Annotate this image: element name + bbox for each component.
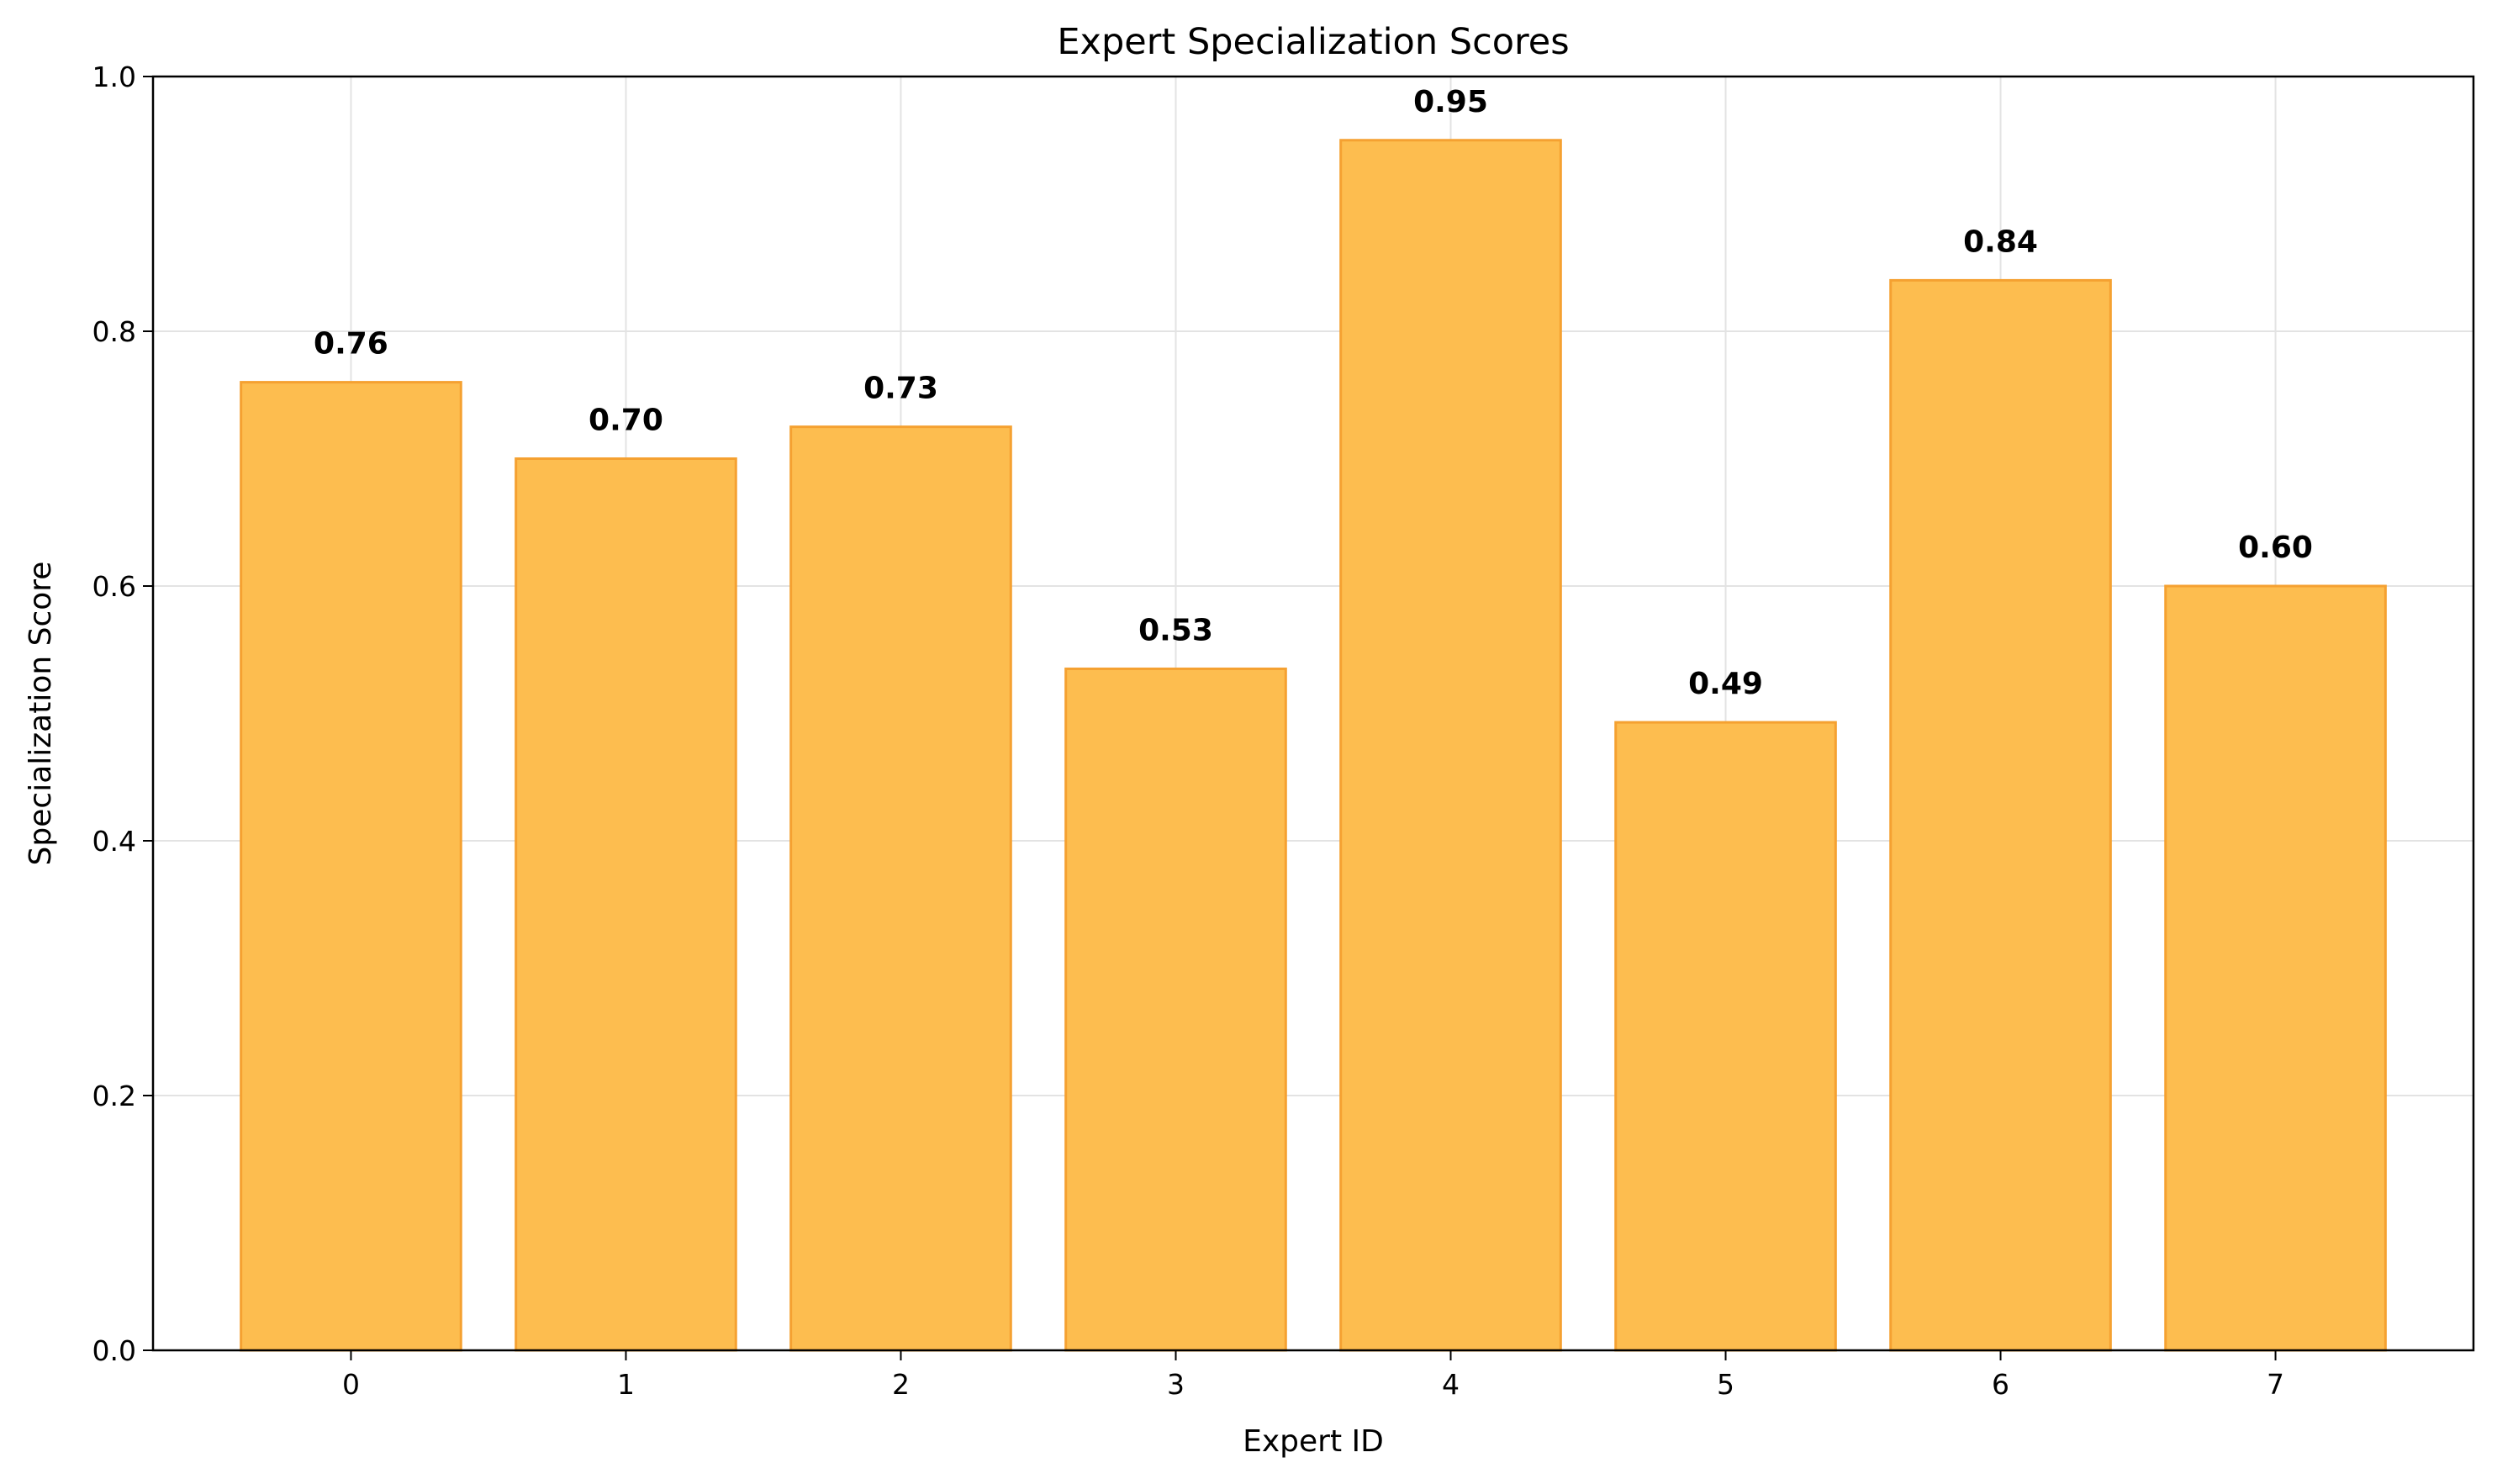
bar-value-label: 0.49 [1688, 667, 1763, 701]
data-labels: 0.76 0.70 0.73 0.53 0.95 0.49 0.84 0.60 [314, 85, 2313, 701]
bars [240, 139, 2387, 1352]
bar-expert-3 [1064, 667, 1287, 1352]
grid [153, 76, 2473, 1351]
x-tick-label: 4 [1442, 1368, 1460, 1401]
y-axis-label: Specialization Score [24, 562, 58, 866]
bar-value-label: 0.70 [589, 404, 663, 438]
x-axis-label: Expert ID [1243, 1424, 1384, 1459]
x-tick-label: 5 [1717, 1368, 1734, 1401]
bar-expert-2 [789, 425, 1012, 1352]
x-tick-label: 1 [617, 1368, 635, 1401]
bar-expert-5 [1614, 721, 1837, 1352]
bar-value-label: 0.76 [314, 327, 388, 362]
plot-frame [151, 75, 2475, 1352]
x-tick-label: 6 [1992, 1368, 2009, 1401]
bar-expert-1 [515, 457, 737, 1352]
bar-value-label: 0.95 [1413, 85, 1488, 119]
bar-value-label: 0.73 [863, 372, 938, 406]
bar-expert-6 [1889, 278, 2112, 1352]
bar-expert-0 [240, 381, 462, 1352]
y-tick-label: 0.0 [92, 1334, 136, 1367]
x-tick-label: 0 [342, 1368, 360, 1401]
y-tick-label: 0.4 [92, 825, 136, 858]
y-tick-label: 1.0 [92, 61, 136, 93]
ticks: 0.0 0.2 0.4 0.6 0.8 1.0 0 1 2 3 4 5 6 7 [92, 61, 2285, 1401]
bar-value-label: 0.53 [1138, 613, 1213, 647]
y-tick-label: 0.2 [92, 1080, 136, 1112]
y-tick-label: 0.8 [92, 315, 136, 348]
bar-value-label: 0.60 [2238, 531, 2313, 565]
x-tick-label: 2 [892, 1368, 910, 1401]
bar-value-label: 0.84 [1963, 224, 2038, 259]
bar-expert-7 [2164, 584, 2387, 1352]
chart-title: Expert Specialization Scores [1057, 21, 1569, 63]
x-tick-label: 7 [2267, 1368, 2284, 1401]
y-tick-label: 0.6 [92, 570, 136, 603]
bar-expert-4 [1339, 139, 1562, 1352]
x-tick-label: 3 [1167, 1368, 1185, 1401]
